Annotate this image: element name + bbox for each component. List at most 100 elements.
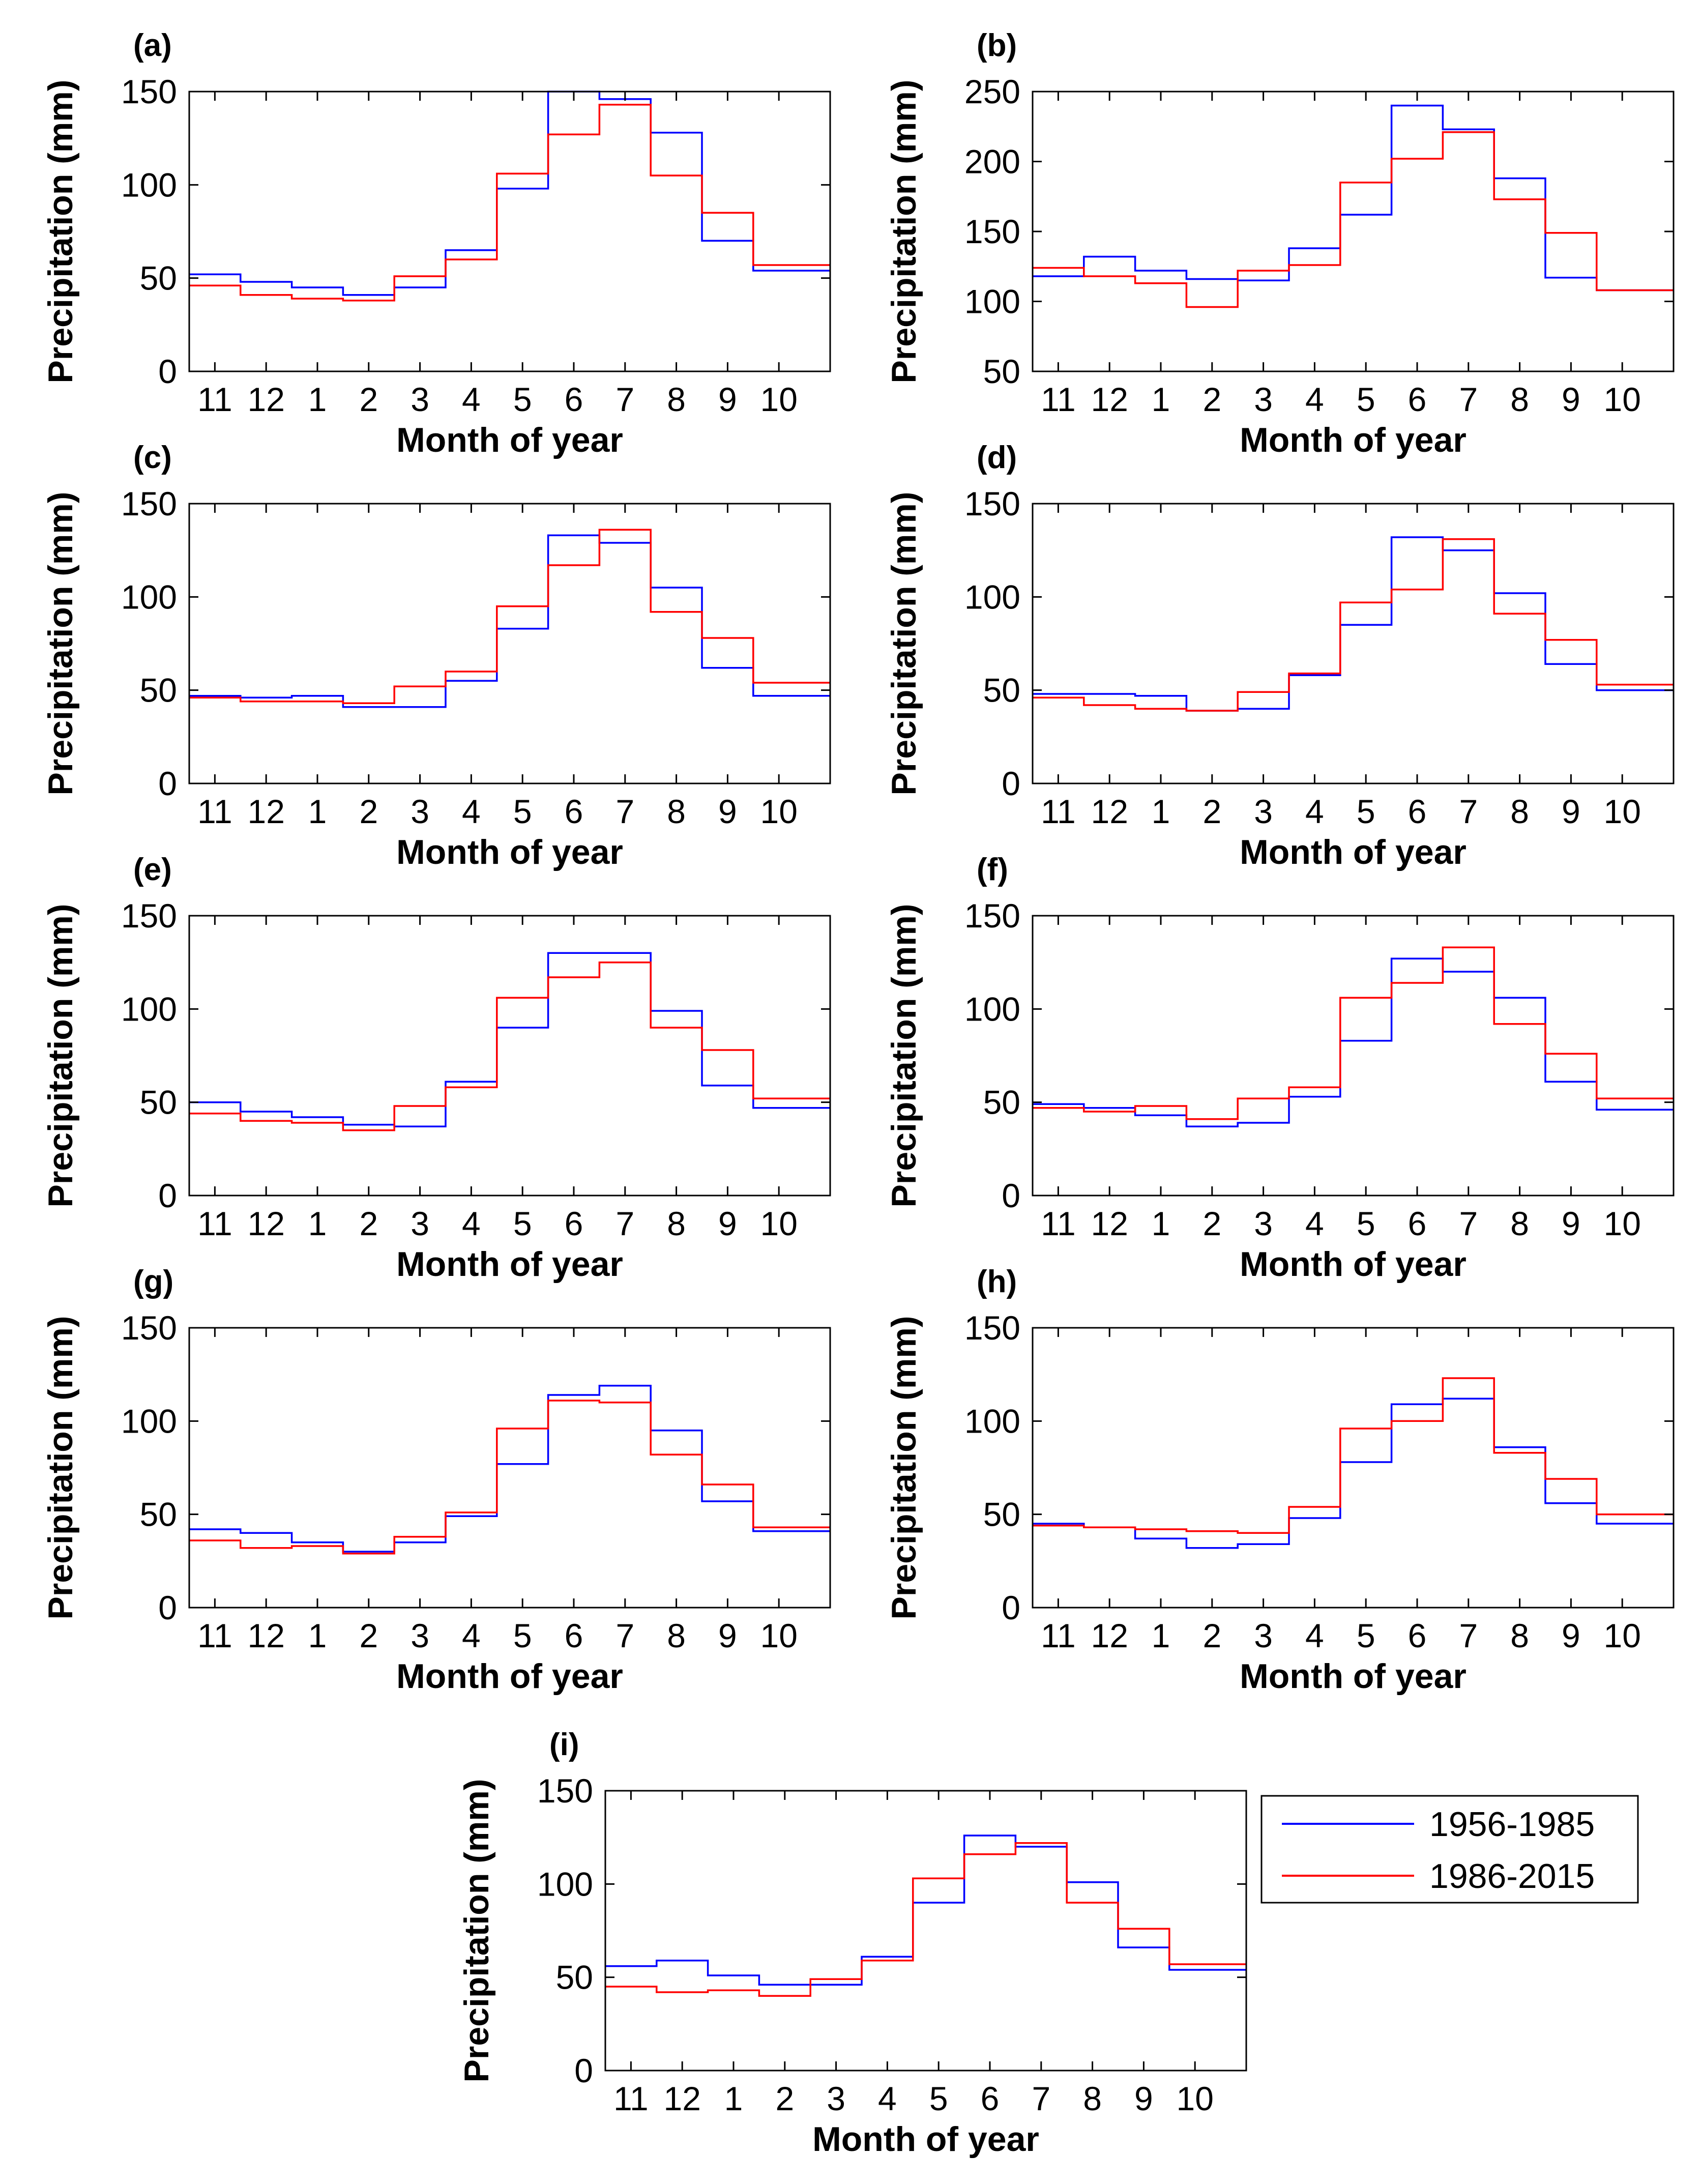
series-line: [1033, 957, 1674, 1128]
x-tick-label: 1: [1152, 793, 1170, 830]
series-line: [1033, 131, 1674, 308]
panel-label: (c): [133, 440, 172, 475]
x-tick-label: 1: [1152, 1617, 1170, 1654]
x-tick-label: 1: [1152, 381, 1170, 418]
y-tick-label: 0: [574, 2052, 593, 2089]
series-line: [1033, 1377, 1674, 1534]
series-line: [605, 1834, 1246, 1986]
x-tick-label: 10: [760, 793, 797, 830]
x-tick-label: 1: [308, 381, 327, 418]
x-tick-label: 1: [308, 1617, 327, 1654]
x-tick-label: 6: [565, 381, 583, 418]
panel-label: (f): [977, 852, 1008, 887]
series-line: [605, 1842, 1246, 1997]
x-tick-label: 11: [197, 1617, 232, 1654]
y-tick-label: 150: [964, 485, 1020, 522]
x-tick-label: 2: [1203, 1617, 1221, 1654]
x-tick-label: 1: [308, 1205, 327, 1242]
x-tick-label: 10: [1603, 381, 1640, 418]
panel-label: (g): [133, 1264, 173, 1299]
axes-frame: [188, 1327, 831, 1609]
y-axis-label: Precipitation (mm): [41, 80, 80, 384]
x-tick-label: 12: [1091, 1617, 1128, 1654]
x-tick-label: 2: [359, 1617, 378, 1654]
panel-label: (b): [977, 28, 1017, 63]
y-tick-label: 50: [140, 259, 177, 297]
y-tick-label: 150: [121, 897, 177, 935]
x-tick-label: 9: [718, 381, 737, 418]
x-axis-label: Month of year: [396, 421, 623, 459]
x-tick-label: 3: [1254, 1205, 1273, 1242]
series-line: [189, 1400, 830, 1555]
x-tick-label: 11: [197, 381, 232, 418]
x-tick-label: 6: [565, 793, 583, 830]
y-tick-label: 100: [121, 990, 177, 1028]
x-tick-label: 5: [1357, 381, 1375, 418]
panel-label: (i): [549, 1727, 579, 1762]
series-line: [189, 529, 830, 705]
x-tick-label: 8: [1510, 1617, 1529, 1654]
x-tick-label: 8: [1083, 2080, 1102, 2117]
x-tick-label: 12: [247, 1205, 284, 1242]
x-tick-label: 5: [513, 381, 532, 418]
panel-label: (h): [977, 1264, 1017, 1299]
x-tick-label: 5: [513, 1617, 532, 1654]
legend-label-1956-1985: 1956-1985: [1429, 1805, 1595, 1844]
x-tick-label: 5: [1357, 793, 1375, 830]
x-tick-label: 3: [410, 381, 429, 418]
x-tick-label: 10: [760, 1617, 797, 1654]
x-tick-label: 12: [663, 2080, 700, 2117]
x-axis-label: Month of year: [1240, 1245, 1467, 1284]
y-tick-label: 150: [121, 1309, 177, 1347]
x-tick-label: 2: [359, 381, 378, 418]
y-tick-label: 50: [140, 672, 177, 709]
x-tick-label: 7: [615, 1205, 634, 1242]
x-tick-label: 10: [1603, 793, 1640, 830]
y-tick-label: 100: [121, 578, 177, 616]
x-tick-label: 9: [718, 1205, 737, 1242]
x-tick-label: 6: [565, 1205, 583, 1242]
y-tick-label: 100: [964, 1402, 1020, 1440]
x-tick-label: 2: [359, 1205, 378, 1242]
x-tick-label: 6: [565, 1617, 583, 1654]
y-axis-label: Precipitation (mm): [885, 80, 923, 384]
y-tick-label: 100: [121, 166, 177, 203]
x-tick-label: 11: [197, 793, 232, 830]
x-axis-label: Month of year: [396, 833, 623, 871]
series-line: [189, 534, 830, 708]
x-tick-label: 9: [1562, 1205, 1580, 1242]
x-tick-label: 9: [1134, 2080, 1153, 2117]
x-tick-label: 11: [1041, 381, 1076, 418]
x-tick-label: 3: [410, 1205, 429, 1242]
axes-frame: [604, 1790, 1247, 2072]
x-tick-label: 10: [1603, 1617, 1640, 1654]
x-tick-label: 4: [462, 1617, 481, 1654]
series-line: [1033, 538, 1674, 712]
y-tick-label: 100: [964, 578, 1020, 616]
x-axis-label: Month of year: [396, 1245, 623, 1284]
y-tick-label: 150: [121, 485, 177, 522]
x-axis-label: Month of year: [1240, 1657, 1467, 1696]
x-tick-label: 11: [613, 2080, 649, 2117]
x-tick-label: 12: [1091, 381, 1128, 418]
x-axis-label: Month of year: [396, 1657, 623, 1696]
series-line: [1033, 536, 1674, 712]
axes-frame: [1032, 1327, 1675, 1609]
x-tick-label: 1: [1152, 1205, 1170, 1242]
x-tick-label: 5: [513, 793, 532, 830]
x-tick-label: 9: [718, 793, 737, 830]
y-tick-label: 0: [1002, 765, 1020, 802]
y-tick-label: 150: [964, 1309, 1020, 1347]
x-tick-label: 5: [1357, 1205, 1375, 1242]
series-line: [189, 1384, 830, 1553]
x-tick-label: 11: [1041, 1205, 1076, 1242]
axes-frame: [1032, 91, 1675, 372]
x-tick-label: 8: [667, 793, 686, 830]
series-line: [189, 952, 830, 1128]
x-tick-label: 4: [462, 793, 481, 830]
axes-frame: [188, 503, 831, 784]
